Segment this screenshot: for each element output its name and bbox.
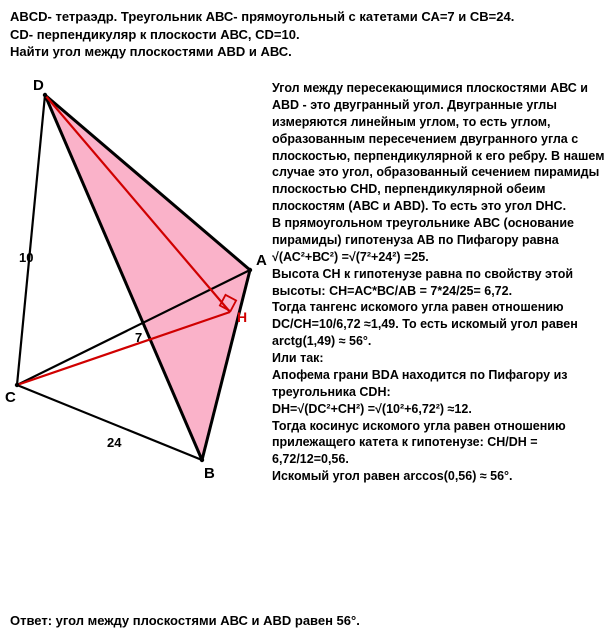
problem-statement: ABCD- тетраэдр. Треугольник АВС- прямоуг…: [10, 8, 600, 61]
tetrahedron-diagram: D A C B H 10 7 24: [5, 75, 270, 495]
edge-label-CA: 7: [135, 330, 142, 345]
edge-label-CB: 24: [107, 435, 121, 450]
problem-line-1: ABCD- тетраэдр. Треугольник АВС- прямоуг…: [10, 8, 600, 26]
answer-line: Ответ: угол между плоскостями АВС и ABD …: [10, 613, 360, 628]
vertex-label-C: C: [5, 389, 16, 406]
vertex-label-D: D: [33, 77, 44, 94]
vertex-label-B: B: [204, 465, 215, 482]
solution-text: Угол между пересекающимися плоскостями А…: [272, 80, 606, 485]
problem-line-3: Найти угол между плоскостями ABD и АВС.: [10, 43, 600, 61]
vertex-label-H: H: [237, 309, 247, 325]
problem-line-2: CD- перпендикуляр к плоскости АВС, CD=10…: [10, 26, 600, 44]
vertex-label-A: A: [256, 252, 267, 269]
diagram-svg: [5, 75, 270, 495]
solution-body: Угол между пересекающимися плоскостями А…: [272, 80, 606, 485]
edge-label-CD: 10: [19, 250, 33, 265]
